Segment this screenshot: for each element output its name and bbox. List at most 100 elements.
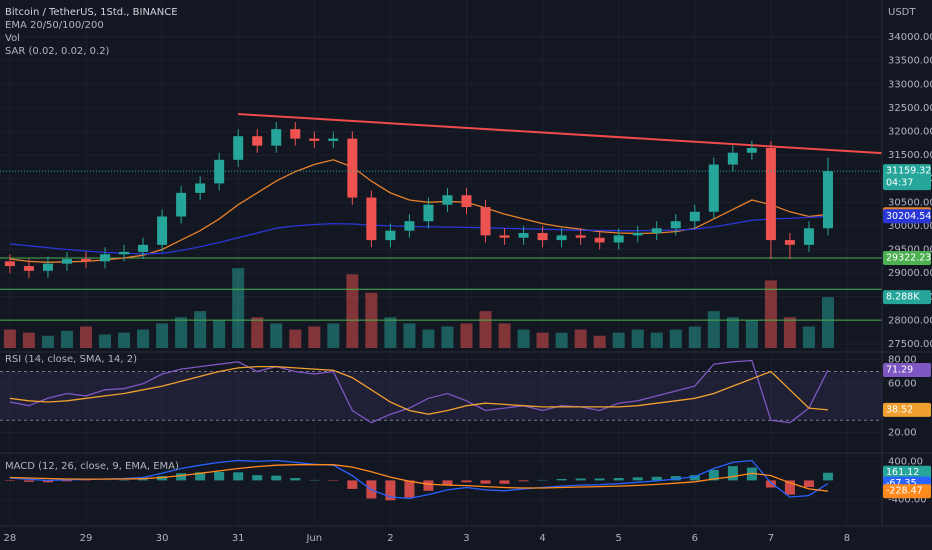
- candle-body: [138, 244, 149, 252]
- indicator-line: [9, 459, 829, 500]
- histogram-bar: [613, 478, 624, 481]
- volume-bar: [232, 268, 245, 348]
- y-tick-label: 28000.00: [888, 315, 932, 326]
- volume-bar: [726, 317, 739, 348]
- histogram-bar: [803, 480, 814, 488]
- histogram-bar: [138, 479, 149, 481]
- macd-tag: -67.35: [886, 478, 917, 489]
- macd-tag-box: [883, 484, 931, 499]
- histogram-bar: [271, 475, 282, 481]
- candle-body: [404, 221, 415, 231]
- ema-tag-box: [883, 209, 931, 224]
- volume-bar: [22, 332, 35, 348]
- candle-body: [80, 258, 91, 262]
- histogram-bar: [727, 466, 738, 481]
- volume-bar: [783, 317, 796, 348]
- candle-body: [632, 233, 643, 236]
- candle-body: [689, 211, 700, 222]
- histogram-bar: [61, 480, 72, 482]
- y-tick-label: 400.00: [888, 456, 923, 467]
- candle-body: [42, 263, 53, 271]
- candle-body: [119, 251, 130, 255]
- volume-bar: [289, 329, 302, 348]
- volume-bar: [384, 317, 397, 348]
- candle-body: [784, 240, 795, 245]
- indicator-line: [9, 359, 829, 424]
- macd-title: MACD (12, 26, close, 9, EMA, EMA): [5, 461, 179, 472]
- indicator-line: [9, 464, 829, 492]
- macd-tag: -228.47: [886, 486, 923, 497]
- histogram-bar: [784, 480, 795, 495]
- volume-bar: [631, 329, 644, 348]
- histogram-bar: [480, 480, 491, 484]
- candle-body: [461, 195, 472, 208]
- histogram-bar: [23, 480, 34, 482]
- candle-body: [651, 228, 662, 234]
- y-tick-label: -400.00: [888, 494, 927, 505]
- candle-body: [328, 138, 339, 141]
- x-tick-label: Jun: [305, 533, 322, 544]
- y-tick-label: 29500.00: [888, 245, 932, 256]
- volume-bar: [79, 326, 92, 348]
- candle-body: [708, 164, 719, 212]
- countdown: 04:37: [886, 178, 913, 189]
- volume-bar: [745, 320, 758, 348]
- histogram-bar: [746, 467, 757, 481]
- x-tick-label: 28: [4, 533, 17, 544]
- y-tick-label: 33500.00: [888, 56, 932, 67]
- candle-body: [746, 148, 757, 153]
- indicator-line: [9, 215, 829, 255]
- volume-bar: [3, 329, 16, 348]
- candle-body: [309, 138, 320, 141]
- histogram-bar: [157, 476, 168, 481]
- volume-bar: [175, 317, 188, 348]
- volume-bar: [479, 311, 492, 348]
- candle-body: [442, 195, 453, 205]
- indicator-line: [9, 365, 829, 415]
- y-tick-label: 20.00: [888, 427, 917, 438]
- volume-bar: [688, 326, 701, 348]
- y-tick-label: 32500.00: [888, 103, 932, 114]
- x-tick-label: 7: [768, 533, 774, 544]
- symbol-title: Bitcoin / TetherUS, 1Std., BINANCE: [5, 7, 178, 18]
- y-tick-label: 32000.00: [888, 126, 932, 137]
- legend-item: Vol: [5, 33, 20, 44]
- histogram-bar: [689, 475, 700, 481]
- volume-bar: [137, 329, 150, 348]
- trendline: [238, 113, 883, 155]
- y-tick-label: 60.00: [888, 379, 917, 390]
- candle-body: [157, 216, 168, 245]
- volume-bar: [99, 334, 112, 348]
- candle-body: [537, 233, 548, 241]
- candle-body: [290, 129, 301, 139]
- candle-body: [252, 136, 263, 146]
- ema-tag: 30204.54: [886, 211, 931, 222]
- histogram-bar: [233, 472, 244, 481]
- x-tick-label: 29: [80, 533, 93, 544]
- histogram-bar: [822, 472, 833, 481]
- volume-bar: [270, 323, 283, 348]
- candle-body: [366, 197, 377, 241]
- legend-item: EMA 20/50/100/200: [5, 20, 104, 31]
- macd-tag-box: [883, 465, 931, 480]
- histogram-bar: [651, 476, 662, 481]
- y-tick-label: 34000.00: [888, 32, 932, 43]
- histogram-bar: [347, 480, 358, 489]
- histogram-bar: [404, 480, 415, 498]
- volume-bar: [460, 323, 473, 348]
- histogram-bar: [499, 480, 510, 484]
- histogram-bar: [252, 475, 263, 481]
- level-tag: 29322.23: [886, 252, 931, 263]
- x-tick-label: 3: [463, 533, 469, 544]
- candle-body: [61, 258, 72, 264]
- histogram-bar: [442, 480, 453, 486]
- histogram-bar: [518, 480, 529, 482]
- rsi-tag-box: [883, 402, 931, 417]
- rsi-tag-box: [883, 362, 931, 377]
- x-tick-label: 4: [539, 533, 545, 544]
- histogram-bar: [632, 477, 643, 481]
- volume-bar: [764, 280, 777, 348]
- volume-bar: [802, 326, 815, 348]
- volume-bar: [669, 329, 682, 348]
